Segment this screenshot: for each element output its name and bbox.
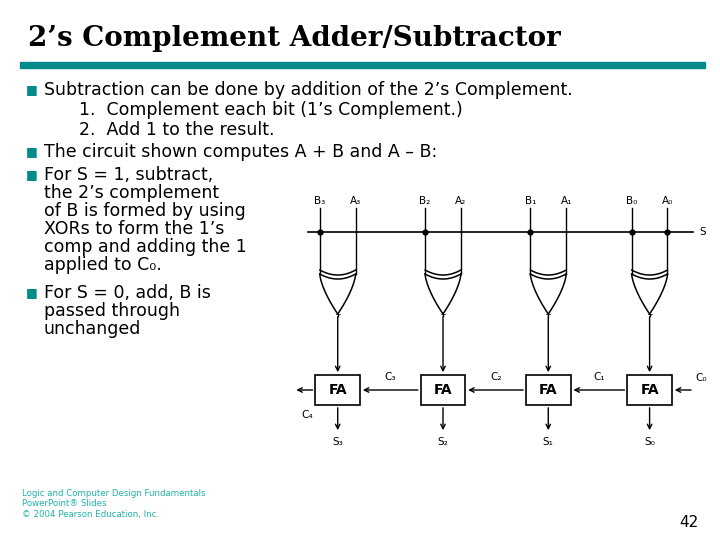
Text: ■: ■ <box>26 145 37 159</box>
Text: The circuit shown computes A + B and A – B:: The circuit shown computes A + B and A –… <box>44 143 437 161</box>
Text: applied to C₀.: applied to C₀. <box>44 256 161 274</box>
Text: B₁: B₁ <box>525 196 536 206</box>
Text: FA: FA <box>640 383 659 397</box>
Text: the 2’s complement: the 2’s complement <box>44 184 219 202</box>
Text: Logic and Computer Design Fundamentals: Logic and Computer Design Fundamentals <box>22 489 205 498</box>
Text: ■: ■ <box>26 168 37 181</box>
Text: A₀: A₀ <box>662 196 673 206</box>
Text: For S = 1, subtract,: For S = 1, subtract, <box>44 166 213 184</box>
Text: B₀: B₀ <box>626 196 637 206</box>
Text: unchanged: unchanged <box>44 320 141 338</box>
Text: comp and adding the 1: comp and adding the 1 <box>44 238 246 256</box>
Text: FA: FA <box>539 383 557 397</box>
Bar <box>627 375 672 405</box>
Text: A₃: A₃ <box>350 196 361 206</box>
Text: S₂: S₂ <box>438 437 449 447</box>
Text: FA: FA <box>328 383 347 397</box>
Text: 2.  Add 1 to the result.: 2. Add 1 to the result. <box>79 121 275 139</box>
Text: passed through: passed through <box>44 302 180 320</box>
Text: PowerPoint® Slides: PowerPoint® Slides <box>22 500 107 509</box>
Text: S₃: S₃ <box>333 437 343 447</box>
Bar <box>526 375 571 405</box>
Text: S₀: S₀ <box>644 437 655 447</box>
Text: C₀: C₀ <box>696 373 708 383</box>
Text: 2’s Complement Adder/Subtractor: 2’s Complement Adder/Subtractor <box>28 24 561 51</box>
Bar <box>20 62 705 68</box>
Text: FA: FA <box>433 383 452 397</box>
Text: Subtraction can be done by addition of the 2’s Complement.: Subtraction can be done by addition of t… <box>44 81 572 99</box>
Text: ■: ■ <box>26 287 37 300</box>
Text: 1.  Complement each bit (1’s Complement.): 1. Complement each bit (1’s Complement.) <box>79 101 463 119</box>
Bar <box>420 375 465 405</box>
Text: B₃: B₃ <box>314 196 325 206</box>
Text: C₄: C₄ <box>302 410 313 420</box>
Text: B₂: B₂ <box>420 196 431 206</box>
Text: C₂: C₂ <box>490 372 501 382</box>
Text: C₃: C₃ <box>384 372 396 382</box>
Text: ■: ■ <box>26 84 37 97</box>
Text: 42: 42 <box>679 515 698 530</box>
Text: © 2004 Pearson Education, Inc.: © 2004 Pearson Education, Inc. <box>22 510 159 518</box>
Text: XORs to form the 1’s: XORs to form the 1’s <box>44 220 224 238</box>
Text: A₁: A₁ <box>560 196 572 206</box>
Text: S: S <box>699 227 706 237</box>
Text: C₁: C₁ <box>593 372 605 382</box>
Text: A₂: A₂ <box>455 196 467 206</box>
Text: of B is formed by using: of B is formed by using <box>44 202 246 220</box>
Text: For S = 0, add, B is: For S = 0, add, B is <box>44 284 210 302</box>
Text: S₁: S₁ <box>543 437 554 447</box>
Bar <box>315 375 360 405</box>
